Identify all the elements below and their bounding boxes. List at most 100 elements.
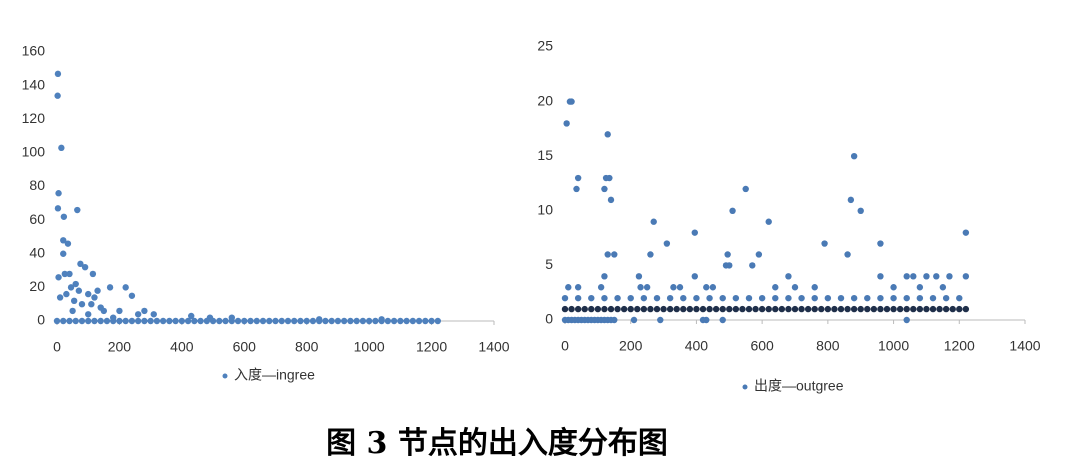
y-tick-label: 10	[537, 202, 553, 218]
point	[147, 317, 154, 325]
point	[752, 305, 759, 313]
point	[653, 305, 661, 313]
point	[785, 305, 792, 313]
point	[818, 305, 825, 313]
point	[785, 273, 792, 280]
point	[422, 317, 429, 325]
point	[732, 294, 740, 302]
x-tick-label: 0	[53, 339, 61, 355]
point	[883, 305, 891, 313]
point	[69, 307, 76, 315]
point	[122, 284, 129, 291]
point	[946, 273, 953, 280]
point	[844, 251, 851, 258]
point	[890, 284, 897, 291]
point	[745, 305, 753, 313]
point	[166, 317, 173, 325]
point	[141, 317, 148, 325]
point	[574, 294, 582, 302]
point	[122, 317, 129, 325]
point	[611, 316, 618, 324]
y-tick-label: 0	[545, 311, 553, 327]
point	[53, 317, 61, 325]
point	[347, 317, 354, 325]
point	[703, 284, 710, 291]
point	[850, 294, 858, 302]
point	[54, 92, 61, 99]
point	[929, 305, 937, 313]
point	[100, 307, 108, 315]
point	[403, 317, 410, 325]
point	[601, 273, 608, 280]
point	[604, 251, 611, 258]
point	[434, 317, 442, 325]
point	[334, 317, 342, 325]
point	[128, 292, 136, 299]
point	[691, 229, 698, 236]
point	[604, 131, 611, 138]
point	[353, 317, 360, 325]
point	[916, 284, 924, 291]
point	[568, 98, 575, 105]
point	[910, 305, 917, 313]
point	[670, 284, 677, 291]
point	[563, 120, 570, 127]
point	[660, 305, 667, 313]
point	[890, 294, 897, 302]
point	[378, 317, 385, 325]
point	[791, 284, 799, 291]
point	[778, 305, 786, 313]
point	[607, 305, 615, 313]
point	[241, 317, 248, 325]
x-tick-label: 1200	[416, 339, 447, 355]
point	[78, 300, 86, 308]
point	[680, 305, 687, 313]
point	[316, 317, 323, 325]
point	[724, 251, 731, 258]
point	[653, 294, 661, 302]
point	[409, 317, 417, 325]
point	[588, 305, 595, 313]
x-tick-label: 1400	[478, 339, 509, 355]
point	[278, 317, 285, 325]
point	[916, 305, 924, 313]
point	[712, 305, 720, 313]
point	[726, 305, 733, 313]
point	[896, 305, 904, 313]
point	[811, 294, 818, 302]
point	[66, 270, 73, 278]
point	[415, 317, 423, 325]
caption: 图 3 节点的出入度分布图	[326, 426, 668, 461]
point	[956, 305, 963, 313]
point	[568, 305, 575, 313]
point	[565, 284, 572, 291]
point	[203, 317, 211, 325]
point	[561, 294, 569, 302]
point	[916, 294, 924, 302]
point	[74, 206, 81, 214]
point	[116, 317, 123, 325]
point	[693, 294, 700, 302]
point	[798, 305, 805, 313]
point	[706, 294, 713, 302]
point	[359, 317, 367, 325]
point	[365, 317, 373, 325]
point	[719, 294, 726, 302]
point	[758, 305, 766, 313]
point	[72, 280, 79, 288]
point	[663, 240, 671, 247]
point	[54, 205, 62, 212]
point	[923, 273, 930, 280]
point	[765, 218, 772, 225]
point	[929, 294, 937, 302]
point	[128, 317, 136, 325]
point	[709, 284, 717, 291]
point	[630, 316, 638, 324]
point	[706, 305, 713, 313]
point	[588, 294, 595, 302]
point	[574, 284, 582, 291]
legend-label: 入度—ingree	[234, 367, 315, 383]
x-tick-label: 400	[685, 338, 709, 354]
point	[923, 305, 930, 313]
